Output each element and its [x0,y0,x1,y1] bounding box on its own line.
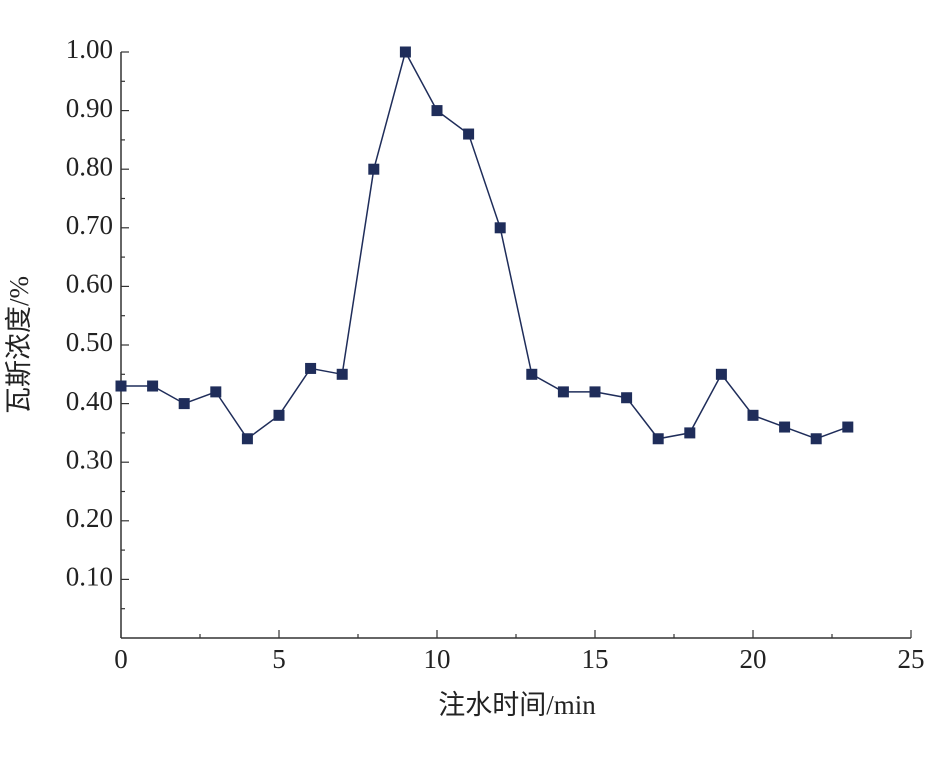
y-tick-label: 0.30 [66,444,113,474]
data-point [557,386,569,398]
data-point [810,433,822,445]
data-point [463,128,475,140]
data-point [336,368,348,380]
y-tick-label: 0.10 [66,562,113,592]
data-point [273,409,285,421]
y-tick-label: 0.50 [66,327,113,357]
x-tick-label: 20 [740,644,767,674]
y-tick-label: 0.80 [66,151,113,181]
data-point [399,46,411,58]
data-point [368,163,380,175]
x-tick-label: 25 [898,644,925,674]
data-point [684,427,696,439]
data-point [621,392,633,404]
data-point [779,421,791,433]
x-axis-title: 注水时间/min [438,690,596,720]
data-point [241,433,253,445]
y-tick-label: 0.40 [66,386,113,416]
data-point [842,421,854,433]
data-line [121,49,849,440]
data-point [431,105,443,117]
data-point [210,386,222,398]
data-point [589,386,601,398]
x-tick-label: 10 [424,644,451,674]
y-axis-title: 瓦斯浓度/% [4,276,34,414]
y-tick-label: 0.90 [66,93,113,123]
data-point [178,398,190,410]
x-tick-label: 5 [272,644,286,674]
data-point [652,433,664,445]
y-tick-label: 0.60 [66,269,113,299]
data-point [747,409,759,421]
data-point [715,368,727,380]
y-tick-label: 1.00 [66,34,113,64]
data-point [147,380,159,392]
data-point [115,380,127,392]
data-point [305,362,317,374]
data-point [494,222,506,234]
y-tick-label: 0.70 [66,210,113,240]
data-point [526,368,538,380]
x-tick-label: 0 [114,644,128,674]
y-tick-label: 0.20 [66,503,113,533]
x-tick-label: 15 [582,644,609,674]
